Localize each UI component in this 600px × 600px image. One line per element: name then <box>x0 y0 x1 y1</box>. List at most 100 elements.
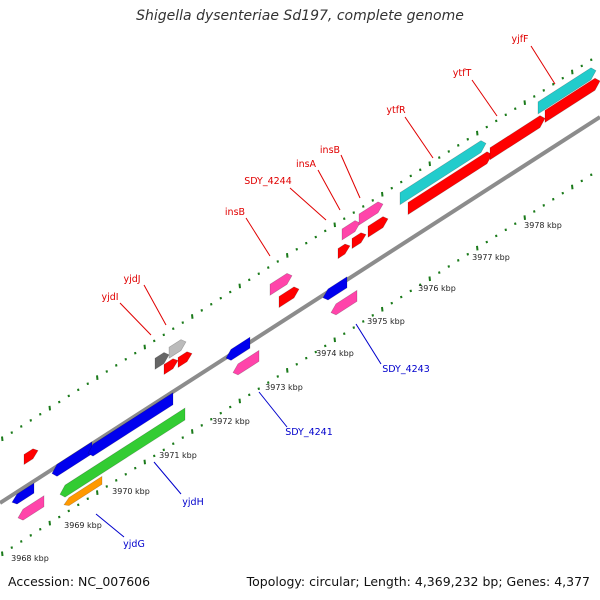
label-SDY_4244-leader <box>289 187 327 221</box>
reverse-strand-dot <box>466 252 469 256</box>
reverse-strand-dots <box>1 173 593 557</box>
genome-summary: Topology: circular; Length: 4,369,232 bp… <box>246 574 590 589</box>
gene-red-arrow <box>278 286 300 309</box>
reverse-strand-dot <box>457 259 460 262</box>
reverse-strand-dot <box>447 265 450 268</box>
kbp-tick-label: 3970 kbp <box>112 487 150 496</box>
label-yjdG: yjdG <box>123 539 145 550</box>
reverse-strand-dot <box>362 320 365 323</box>
kbp-tick-label: 3973 kbp <box>265 383 303 392</box>
label-yjdG-leader <box>95 513 125 538</box>
forward-strand-dot <box>457 144 460 147</box>
reverse-strand-dot <box>485 240 488 244</box>
forward-strand-dot <box>352 211 355 214</box>
forward-strand-dot <box>276 260 279 263</box>
forward-strand-dot <box>257 272 260 276</box>
reverse-strand-dot <box>172 442 175 446</box>
forward-strand-dot <box>514 107 517 111</box>
forward-strand-dot <box>485 125 488 129</box>
accession-text: Accession: NC_007606 <box>8 574 151 589</box>
gene-lightgray-arrow <box>168 339 187 359</box>
kbp-tick-label: 3975 kbp <box>367 317 405 326</box>
label-insB: insB <box>320 145 340 156</box>
reverse-strand-dot <box>238 398 241 404</box>
label-yjfF-leader <box>530 45 556 85</box>
reverse-strand-dot <box>409 289 412 293</box>
gene-pink-arrow <box>341 220 361 241</box>
reverse-strand-dot <box>542 204 545 207</box>
gene-red-arrow <box>23 448 39 466</box>
reverse-strand-dot <box>115 479 118 482</box>
forward-strand-dot <box>86 382 89 386</box>
label-ytfR: ytfR <box>386 105 406 116</box>
forward-strand-dot <box>96 375 99 380</box>
forward-strand-dot <box>172 327 175 331</box>
forward-strand-dot <box>181 321 184 324</box>
reverse-strand-dot <box>333 337 336 343</box>
label-yjdH-leader <box>153 461 182 495</box>
forward-strand-dot <box>495 119 498 123</box>
reverse-strand-dot <box>48 520 51 526</box>
gene-labels: yjdIyjdJinsBSDY_4244insAinsBytfRytfTyjfF… <box>101 34 528 550</box>
reverse-strand-dot <box>219 411 222 415</box>
reverse-strand-dot <box>580 179 583 183</box>
forward-strand-dot <box>162 333 165 337</box>
label-SDY_4243: SDY_4243 <box>382 364 430 375</box>
forward-strand-dot <box>333 222 336 228</box>
map-title: Shigella dysenteriae Sd197, complete gen… <box>136 8 464 24</box>
reverse-strand-dot <box>1 551 4 557</box>
gene-pink-arrow <box>358 201 384 226</box>
label-ytfT: ytfT <box>453 68 472 79</box>
gene-red-arrow <box>163 358 179 376</box>
reverse-strand-dot <box>105 485 108 488</box>
forward-strand-dot <box>286 253 289 258</box>
reverse-strand-dot <box>162 448 165 452</box>
label-yjdJ-leader <box>143 284 167 326</box>
kbp-tick-label: 3971 kbp <box>159 451 197 460</box>
label-insB: insB <box>225 207 245 218</box>
forward-strand-dot <box>476 130 479 136</box>
reverse-strand-dot <box>58 515 61 519</box>
reverse-strand-dot <box>143 459 146 465</box>
forward-strand-dot <box>409 174 412 178</box>
reverse-strand-dot <box>314 350 317 354</box>
forward-strand-dot <box>314 235 317 239</box>
label-insB-leader <box>245 217 271 257</box>
gene-cyan-arrow <box>537 67 597 115</box>
label-yjdI: yjdI <box>101 292 118 303</box>
kbp-tick-label: 3976 kbp <box>418 284 456 293</box>
kbp-tick-label: 3969 kbp <box>64 521 102 530</box>
reverse-strand-dot <box>523 215 526 220</box>
forward-strand-dot <box>523 100 526 105</box>
reverse-strand-dot <box>352 326 355 329</box>
gene-features <box>11 67 600 521</box>
gene-cyan-arrow <box>399 140 487 206</box>
gene-red-arrow <box>337 243 351 260</box>
gene-blue-arrow <box>225 336 251 361</box>
reverse-strand-dot <box>381 306 384 312</box>
gene-red-arrow <box>367 216 389 238</box>
kbp-tick-label: 3977 kbp <box>472 253 510 262</box>
reverse-strand-dot <box>267 381 270 384</box>
reverse-strand-dot <box>305 356 308 360</box>
forward-strand-dot <box>1 436 4 442</box>
kbp-tick-label: 3978 kbp <box>524 221 562 230</box>
forward-strand-dot <box>419 168 422 172</box>
forward-strand-dot <box>267 266 270 269</box>
reverse-strand-dot <box>533 210 536 213</box>
forward-strand-dot <box>210 302 213 306</box>
kbp-tick-label: 3968 kbp <box>11 554 49 563</box>
label-yjdH: yjdH <box>182 497 203 508</box>
label-insA: insA <box>296 159 317 170</box>
gene-green-arrow <box>59 407 186 498</box>
forward-strand-dot <box>200 309 203 312</box>
forward-strand-dot <box>466 137 469 141</box>
reverse-strand-dot <box>276 375 279 378</box>
reverse-strand-dot <box>495 234 498 238</box>
reverse-strand-dot <box>191 429 194 434</box>
reverse-strand-dot <box>295 362 298 366</box>
reverse-strand-dot <box>419 283 422 287</box>
forward-strand-dot <box>381 191 384 197</box>
forward-strand-dot <box>362 205 365 208</box>
reverse-strand-dot <box>181 436 184 439</box>
